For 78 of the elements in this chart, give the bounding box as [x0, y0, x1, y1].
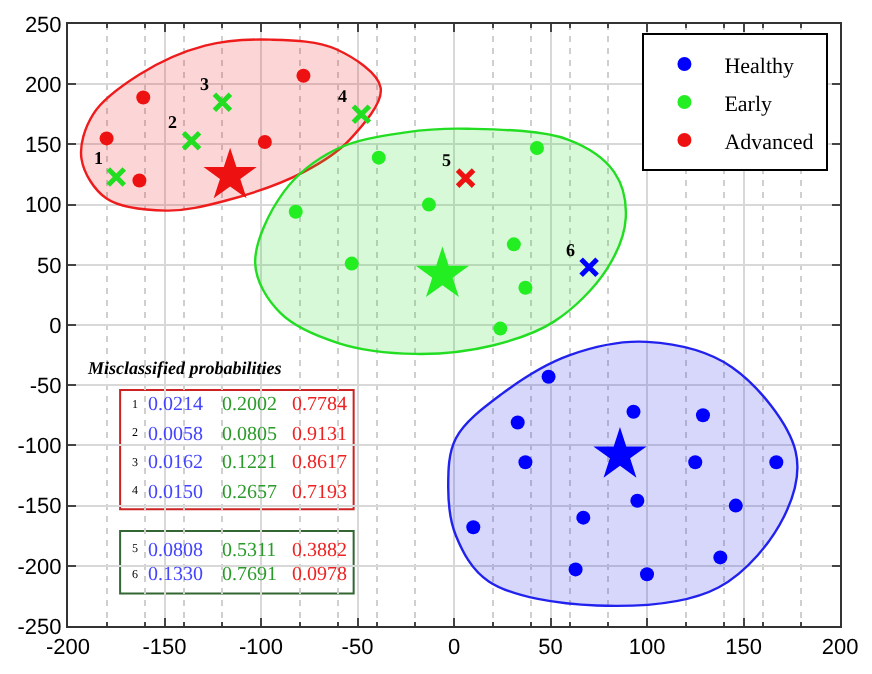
point	[530, 141, 544, 156]
annotation: 0.0162	[148, 452, 203, 474]
x-tick-label: -100	[238, 636, 284, 661]
annotation: 0.7691	[222, 564, 277, 586]
annotation: 0.0805	[222, 424, 277, 446]
y-tick-label: 0	[49, 314, 62, 339]
y-tick-label: 50	[37, 254, 62, 279]
point	[211, 91, 233, 113]
point	[518, 455, 533, 470]
point	[288, 204, 303, 219]
point	[576, 510, 591, 525]
x-tick-label: 150	[725, 636, 762, 661]
point	[99, 131, 114, 146]
annotation: 0.0808	[148, 540, 203, 562]
x-tick-label: 100	[628, 636, 666, 661]
annotation: 0.7193	[292, 482, 347, 504]
point	[626, 404, 641, 419]
annotation: 0.1221	[222, 452, 277, 474]
annotation: 1	[94, 148, 104, 168]
point	[769, 455, 784, 470]
y-tick-label: -150	[17, 495, 62, 520]
annotation: 0.0058	[148, 424, 203, 446]
annotation: 3	[200, 74, 210, 94]
x-tick-label: 200	[821, 636, 859, 661]
point	[541, 369, 556, 384]
x-tick-label: 0	[447, 636, 461, 661]
x-tick-label: -150	[142, 636, 187, 661]
annotation: 0.3882	[292, 540, 347, 562]
point	[350, 103, 372, 125]
y-tick-label: -200	[17, 555, 62, 580]
point	[132, 173, 147, 188]
point	[371, 150, 386, 165]
point	[713, 550, 728, 565]
point	[518, 280, 533, 295]
point	[421, 197, 436, 212]
point	[344, 256, 359, 271]
legend-label: Advanced	[724, 130, 815, 155]
x-tick-label: 50	[538, 636, 563, 661]
annotation: 0.1330	[148, 564, 203, 586]
annotation: 6	[566, 240, 576, 260]
annotation: 0.2002	[222, 394, 277, 416]
annotation: 2	[168, 112, 178, 132]
y-tick-label: 200	[24, 73, 62, 98]
y-tick-label: -250	[17, 615, 62, 640]
point	[181, 130, 203, 152]
annotation: 0.2657	[222, 482, 277, 504]
point	[105, 166, 127, 188]
y-tick-label: -50	[29, 374, 62, 399]
point	[466, 520, 481, 535]
legend-label: Healthy	[724, 54, 796, 79]
annotation: 0.7784	[292, 394, 347, 416]
point	[568, 562, 583, 577]
annotation: Misclassified probabilities	[86, 358, 283, 378]
point	[728, 498, 743, 513]
legend-label: Early	[724, 92, 774, 117]
annotation: 4	[338, 86, 348, 106]
x-tick-label: -50	[341, 636, 374, 661]
point	[296, 68, 311, 83]
annotation: 0.0214	[148, 394, 203, 416]
point	[493, 321, 508, 336]
annotation: 0.8617	[292, 452, 347, 474]
annotation: 5	[442, 150, 452, 170]
point	[506, 237, 521, 252]
point	[688, 455, 703, 470]
y-tick-label: -100	[17, 435, 62, 460]
point	[510, 415, 525, 430]
annotation: 0.0978	[292, 564, 347, 586]
annotation: 0.0150	[148, 482, 203, 504]
y-tick-label: 100	[24, 194, 62, 219]
annotation: 0.9131	[292, 424, 347, 446]
point	[695, 408, 710, 423]
point	[630, 493, 645, 508]
y-tick-label: 250	[24, 13, 62, 38]
point	[640, 567, 654, 582]
point	[136, 90, 151, 105]
y-tick-label: 150	[24, 134, 62, 159]
annotation: 0.5311	[222, 540, 277, 562]
point	[257, 135, 272, 149]
